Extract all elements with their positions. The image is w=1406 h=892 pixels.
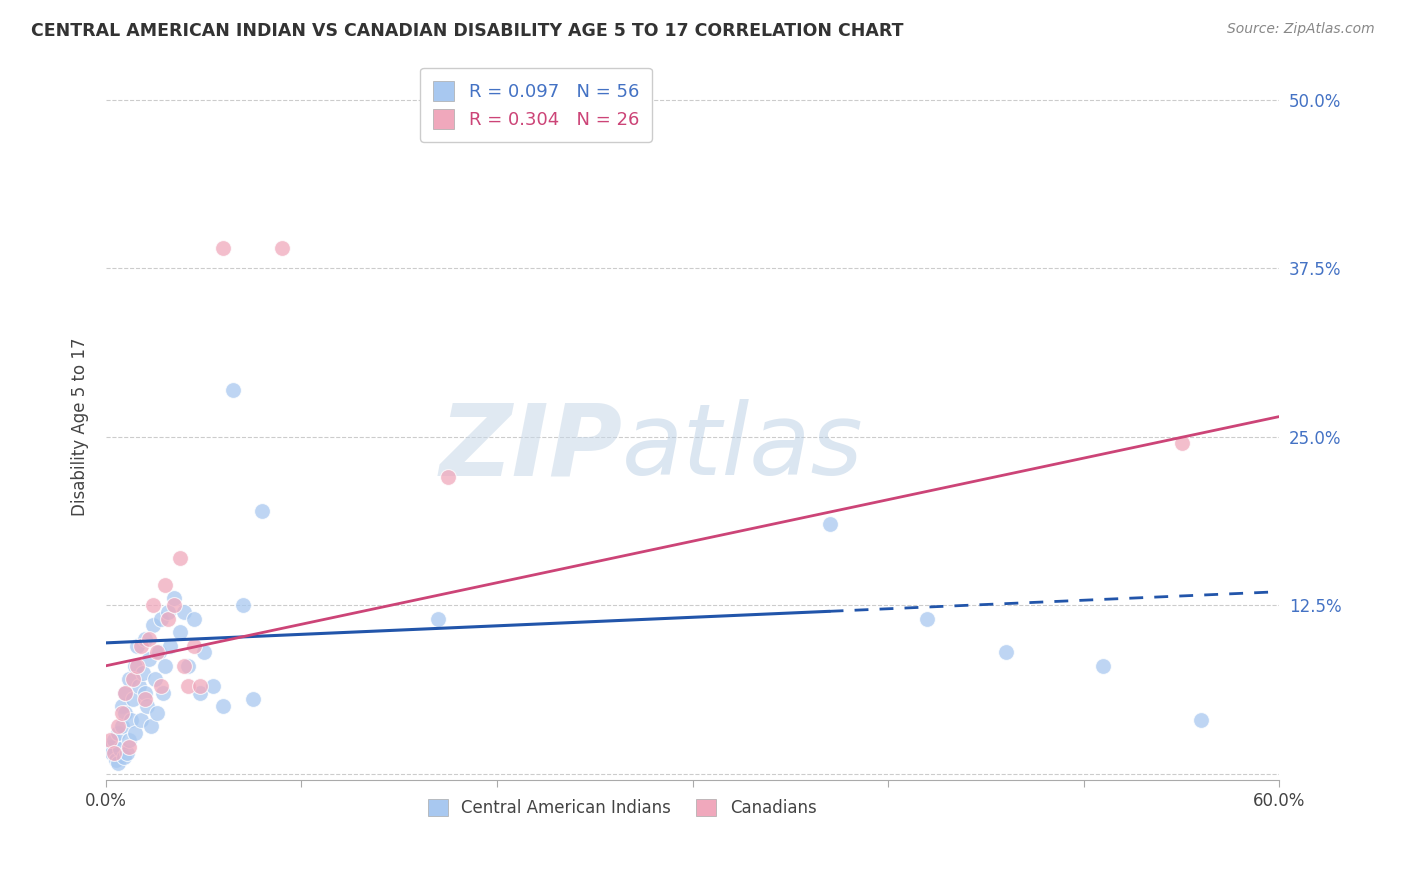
Text: Source: ZipAtlas.com: Source: ZipAtlas.com — [1227, 22, 1375, 37]
Point — [149, 612, 172, 626]
Point — [110, 719, 132, 733]
Point — [153, 658, 176, 673]
Point — [104, 753, 127, 767]
Point — [183, 612, 205, 626]
Point — [114, 706, 136, 720]
Point — [142, 618, 165, 632]
Point — [994, 645, 1017, 659]
Point — [122, 692, 145, 706]
Point — [159, 639, 181, 653]
Point — [202, 679, 225, 693]
Point — [107, 756, 129, 770]
Point — [129, 639, 152, 653]
Point — [163, 598, 186, 612]
Point — [173, 658, 195, 673]
Point — [118, 732, 141, 747]
Point — [100, 747, 122, 761]
Point — [143, 672, 166, 686]
Point — [169, 551, 191, 566]
Point — [127, 658, 149, 673]
Point — [212, 699, 235, 714]
Point — [173, 605, 195, 619]
Point — [437, 470, 460, 484]
Point — [127, 639, 149, 653]
Point — [134, 692, 156, 706]
Point — [118, 672, 141, 686]
Point — [157, 612, 180, 626]
Point — [139, 719, 162, 733]
Point — [149, 679, 172, 693]
Point — [112, 750, 135, 764]
Legend: Central American Indians, Canadians: Central American Indians, Canadians — [420, 790, 825, 825]
Point — [183, 639, 205, 653]
Point — [271, 241, 294, 255]
Point — [917, 612, 939, 626]
Point — [110, 706, 132, 720]
Point — [148, 645, 170, 659]
Text: ZIP: ZIP — [439, 400, 623, 496]
Point — [1189, 713, 1212, 727]
Point — [136, 699, 159, 714]
Point — [132, 665, 155, 680]
Text: atlas: atlas — [623, 400, 863, 496]
Point — [120, 713, 142, 727]
Point — [222, 383, 245, 397]
Point — [177, 679, 200, 693]
Point — [134, 686, 156, 700]
Point — [427, 612, 450, 626]
Point — [153, 578, 176, 592]
Point — [152, 686, 174, 700]
Point — [114, 686, 136, 700]
Y-axis label: Disability Age 5 to 17: Disability Age 5 to 17 — [72, 337, 89, 516]
Point — [134, 632, 156, 646]
Point — [188, 686, 211, 700]
Point — [145, 706, 167, 720]
Point — [232, 598, 254, 612]
Point — [252, 504, 274, 518]
Point — [193, 645, 215, 659]
Point — [107, 719, 129, 733]
Point — [145, 645, 167, 659]
Point — [128, 679, 150, 693]
Point — [1170, 436, 1192, 450]
Point — [118, 739, 141, 754]
Point — [242, 692, 264, 706]
Point — [129, 713, 152, 727]
Point — [169, 625, 191, 640]
Point — [108, 742, 131, 756]
Point — [138, 652, 160, 666]
Point — [138, 632, 160, 646]
Text: CENTRAL AMERICAN INDIAN VS CANADIAN DISABILITY AGE 5 TO 17 CORRELATION CHART: CENTRAL AMERICAN INDIAN VS CANADIAN DISA… — [31, 22, 904, 40]
Point — [142, 598, 165, 612]
Point — [103, 747, 125, 761]
Point — [124, 658, 146, 673]
Point — [163, 591, 186, 606]
Point — [107, 726, 129, 740]
Point — [117, 747, 139, 761]
Point — [212, 241, 235, 255]
Point — [124, 726, 146, 740]
Point — [177, 658, 200, 673]
Point — [122, 672, 145, 686]
Point — [98, 732, 121, 747]
Point — [1092, 658, 1115, 673]
Point — [188, 679, 211, 693]
Point — [818, 517, 841, 532]
Point — [98, 739, 121, 754]
Point — [114, 686, 136, 700]
Point — [157, 605, 180, 619]
Point — [103, 732, 125, 747]
Point — [110, 699, 132, 714]
